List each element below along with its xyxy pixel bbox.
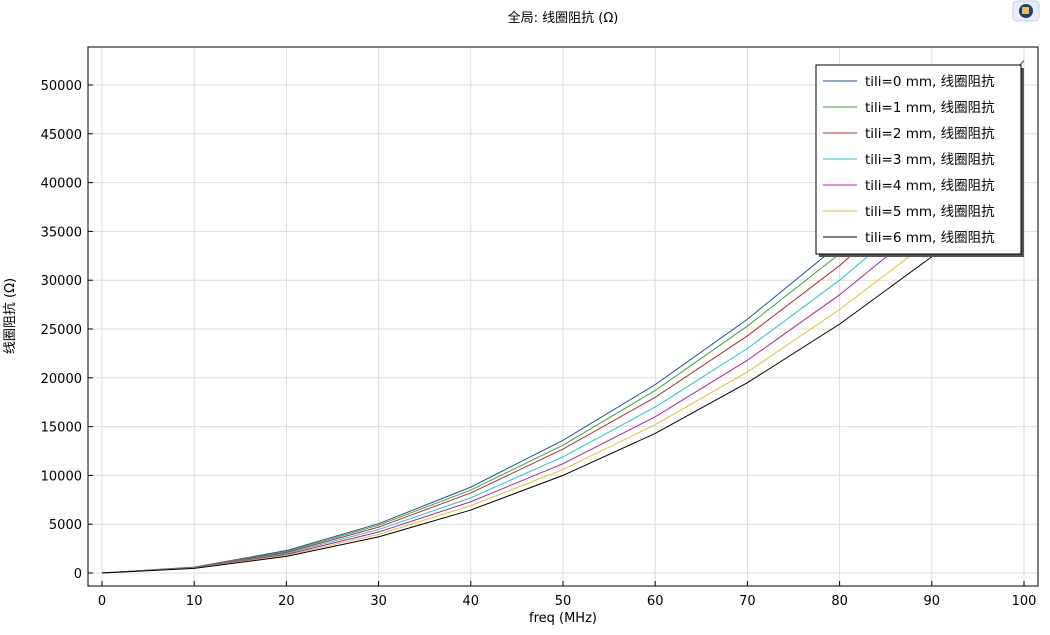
axis-ticks: 0 10 20 30 40 50 60 70 80 90 100 0 5000 10000 15000 200… (41, 79, 1037, 609)
x-tick-label: 60 (647, 594, 664, 609)
x-axis-label: freq (MHz) (529, 611, 597, 626)
x-tick-label: 70 (739, 594, 756, 609)
legend-entry-label: tili=4 mm, 线圈阻抗 (865, 178, 995, 194)
x-tick-label: 50 (555, 594, 572, 609)
x-tick-label: 0 (98, 594, 106, 609)
top-right-icon[interactable] (1012, 0, 1040, 22)
legend: tili=0 mm, 线圈阻抗 tili=1 mm, 线圈阻抗 tili=2 mm,… (815, 64, 1024, 257)
y-tick-label: 40000 (41, 177, 82, 192)
x-tick-label: 10 (186, 594, 203, 609)
legend-entry-label: tili=3 mm, 线圈阻抗 (865, 152, 995, 168)
y-tick-label: 25000 (41, 323, 82, 338)
y-tick-label: 20000 (41, 372, 82, 387)
y-tick-label: 5000 (49, 518, 82, 533)
series-line-tili-6 (101, 187, 1025, 574)
x-tick-label: 80 (831, 594, 848, 609)
legend-entry-label: tili=0 mm, 线圈阻抗 (865, 74, 995, 90)
x-tick-label: 20 (278, 594, 295, 609)
legend-entry-label: tili=5 mm, 线圈阻抗 (865, 204, 995, 220)
x-tick-label: 90 (924, 594, 941, 609)
x-tick-label: 100 (1012, 594, 1037, 609)
y-axis-label: 线圈阻抗 (Ω) (3, 278, 18, 354)
y-tick-label: 45000 (41, 128, 82, 143)
y-tick-label: 35000 (41, 225, 82, 240)
legend-entry-label: tili=1 mm, 线圈阻抗 (865, 100, 995, 116)
axes-frame (87, 46, 1039, 587)
y-tick-label: 0 (74, 567, 82, 582)
x-tick-label: 40 (463, 594, 480, 609)
x-tick-label: 30 (370, 594, 387, 609)
y-tick-label: 50000 (41, 79, 82, 94)
y-tick-label: 15000 (41, 421, 82, 436)
y-tick-label: 30000 (41, 274, 82, 289)
grid (88, 47, 1038, 586)
legend-entry-label: tili=6 mm, 线圈阻抗 (865, 230, 995, 246)
series-line-tili-4 (101, 138, 1025, 574)
y-tick-label: 10000 (41, 469, 82, 484)
chart-title: 全局: 线圈阻抗 (Ω) (508, 10, 619, 26)
legend-entry-label: tili=2 mm, 线圈阻抗 (865, 126, 995, 142)
series-line-tili-5 (101, 160, 1025, 574)
